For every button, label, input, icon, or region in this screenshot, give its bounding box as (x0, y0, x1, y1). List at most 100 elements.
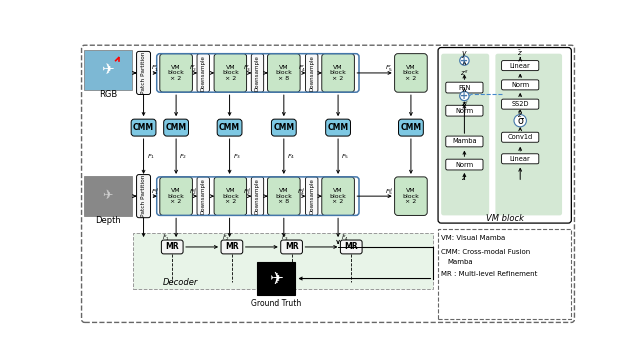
Bar (132, 233, 433, 289)
Text: $F_2^r$: $F_2^r$ (189, 63, 197, 74)
Text: CMM: CMM (219, 123, 240, 132)
Text: $\bar{z}$: $\bar{z}$ (517, 48, 523, 58)
FancyBboxPatch shape (438, 48, 572, 223)
Text: $z''$: $z''$ (460, 68, 468, 78)
Text: VM
block
× 8: VM block × 8 (275, 65, 292, 81)
Text: Patch Partition: Patch Partition (141, 175, 146, 217)
FancyBboxPatch shape (164, 119, 189, 136)
FancyBboxPatch shape (502, 154, 539, 164)
Text: Norm: Norm (511, 82, 529, 88)
Text: CMM: CMM (166, 123, 187, 132)
Text: MR: MR (285, 242, 298, 252)
FancyBboxPatch shape (131, 119, 156, 136)
Circle shape (514, 115, 527, 127)
FancyBboxPatch shape (502, 99, 539, 109)
FancyBboxPatch shape (446, 105, 483, 116)
Text: $F_3^d$: $F_3^d$ (243, 186, 252, 197)
Text: CMM: CMM (401, 123, 422, 132)
Text: VM
block
× 2: VM block × 2 (403, 188, 419, 205)
FancyBboxPatch shape (441, 54, 489, 215)
Text: Downsample: Downsample (201, 178, 205, 214)
Text: $F_5^d$: $F_5^d$ (385, 186, 394, 197)
FancyBboxPatch shape (214, 177, 246, 215)
FancyBboxPatch shape (446, 82, 483, 93)
Text: RGB: RGB (99, 90, 117, 99)
Text: Linear: Linear (510, 63, 531, 69)
Text: Downsample: Downsample (201, 55, 205, 91)
Bar (438, 229, 572, 319)
FancyBboxPatch shape (340, 240, 362, 254)
Text: VM
block
× 2: VM block × 2 (222, 65, 239, 81)
Text: +: + (460, 56, 468, 66)
FancyBboxPatch shape (395, 54, 428, 92)
Text: Downsample: Downsample (309, 55, 314, 91)
Text: $F_1^d$: $F_1^d$ (151, 186, 159, 197)
Text: $F_3^r$: $F_3^r$ (243, 63, 252, 74)
Text: $y$: $y$ (461, 49, 468, 60)
FancyBboxPatch shape (221, 240, 243, 254)
Text: MR : Multi-level Refinement: MR : Multi-level Refinement (441, 271, 538, 277)
FancyBboxPatch shape (217, 119, 242, 136)
Text: SS2D: SS2D (511, 101, 529, 107)
Text: CMM: Cross-modal Fusion: CMM: Cross-modal Fusion (441, 249, 531, 256)
Text: VM: Visual Mamba: VM: Visual Mamba (441, 236, 506, 241)
Text: VM block: VM block (486, 214, 524, 223)
Text: $F_2^d$: $F_2^d$ (189, 186, 198, 197)
Text: VM
block
× 2: VM block × 2 (168, 188, 184, 205)
Text: ✈: ✈ (102, 190, 113, 203)
FancyBboxPatch shape (446, 159, 483, 170)
Text: Depth: Depth (95, 216, 121, 225)
Text: $\hat{F}_1$: $\hat{F}_1$ (162, 232, 170, 243)
Circle shape (460, 91, 469, 101)
FancyBboxPatch shape (305, 54, 318, 92)
Text: CMM: CMM (273, 123, 294, 132)
FancyBboxPatch shape (446, 136, 483, 147)
Bar (257, 262, 296, 296)
Text: FFN: FFN (458, 84, 470, 91)
Text: VM
block
× 2: VM block × 2 (403, 65, 419, 81)
Text: Linear: Linear (510, 156, 531, 162)
Text: MR: MR (225, 242, 239, 252)
FancyBboxPatch shape (399, 119, 423, 136)
FancyBboxPatch shape (252, 54, 264, 92)
Bar (84, 176, 132, 216)
Text: Patch Partition: Patch Partition (141, 52, 146, 94)
FancyBboxPatch shape (502, 132, 539, 142)
Text: Downsample: Downsample (309, 178, 314, 214)
FancyBboxPatch shape (81, 45, 575, 323)
Text: Conv1d: Conv1d (508, 134, 533, 140)
Text: +: + (460, 91, 468, 101)
FancyBboxPatch shape (395, 177, 428, 215)
Text: VM
block
× 8: VM block × 8 (275, 188, 292, 205)
Text: ✈: ✈ (102, 62, 115, 78)
Text: $\hat{z}$: $\hat{z}$ (517, 109, 523, 120)
Text: $F_3$: $F_3$ (233, 152, 241, 161)
FancyBboxPatch shape (322, 177, 355, 215)
Text: VM
block
× 2: VM block × 2 (330, 188, 346, 205)
Text: Mamba: Mamba (452, 138, 477, 145)
Text: CMM: CMM (133, 123, 154, 132)
Text: Mamba: Mamba (447, 258, 473, 265)
Text: $F_4^r$: $F_4^r$ (298, 63, 306, 74)
FancyBboxPatch shape (305, 177, 318, 215)
Text: $F_1$: $F_1$ (147, 152, 155, 161)
Text: VM
block
× 2: VM block × 2 (222, 188, 239, 205)
Text: $\hat{F}_3$: $\hat{F}_3$ (282, 232, 289, 243)
Text: $\hat{F}_4$: $\hat{F}_4$ (341, 232, 349, 243)
FancyBboxPatch shape (268, 177, 300, 215)
FancyBboxPatch shape (161, 240, 183, 254)
Text: CMM: CMM (328, 123, 349, 132)
Text: Ground Truth: Ground Truth (251, 299, 301, 308)
Text: $z$: $z$ (461, 174, 467, 182)
Text: $\hat{F}_2$: $\hat{F}_2$ (222, 232, 230, 243)
FancyBboxPatch shape (197, 177, 209, 215)
Text: $F_2$: $F_2$ (179, 152, 187, 161)
Text: MR: MR (344, 242, 358, 252)
FancyBboxPatch shape (160, 177, 193, 215)
Text: Decoder: Decoder (163, 278, 198, 287)
Text: Downsample: Downsample (255, 178, 260, 214)
Bar (84, 50, 132, 90)
Text: Norm: Norm (455, 162, 474, 167)
Text: $z'$: $z'$ (461, 99, 468, 109)
FancyBboxPatch shape (502, 61, 539, 71)
